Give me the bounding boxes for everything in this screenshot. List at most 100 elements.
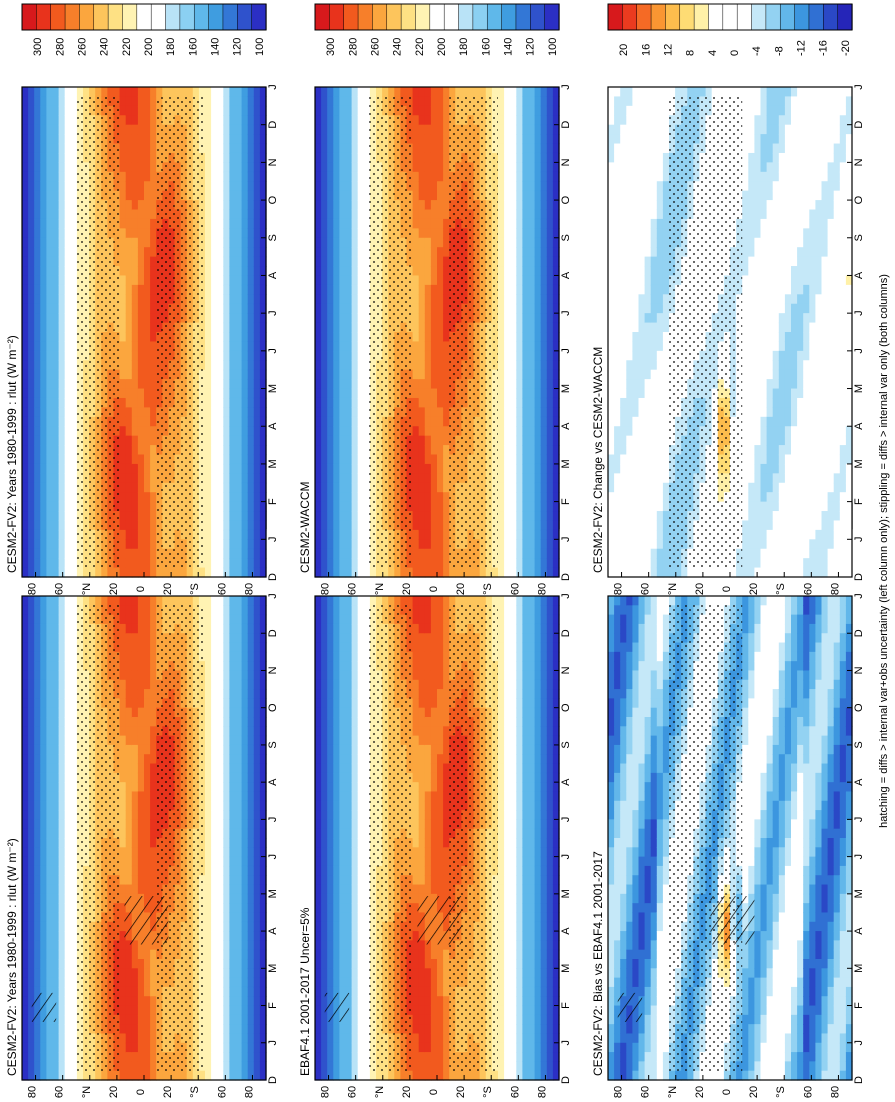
- field-cell: [253, 828, 261, 839]
- field-cell: [339, 800, 347, 811]
- field-cell: [351, 986, 359, 997]
- field-cell: [223, 986, 230, 997]
- field-cell: [259, 473, 267, 484]
- field-cell: [253, 1070, 261, 1081]
- field-cell: [144, 558, 151, 569]
- field-cell: [64, 772, 72, 783]
- field-cell: [125, 96, 133, 107]
- field-cell: [321, 633, 328, 644]
- field-cell: [125, 791, 133, 802]
- field-cell: [64, 679, 72, 690]
- field-cell: [357, 1033, 365, 1044]
- field-cell: [137, 763, 145, 774]
- field-cell: [205, 209, 212, 220]
- field-cell: [34, 115, 41, 126]
- field-cell: [211, 1014, 218, 1025]
- field-cell: [22, 651, 29, 662]
- field-cell: [259, 596, 267, 606]
- field-cell: [217, 388, 224, 399]
- field-cell: [70, 152, 78, 163]
- field-cell: [144, 237, 151, 248]
- field-cell: [40, 838, 47, 848]
- field-cell: [22, 520, 29, 531]
- field-cell: [125, 1052, 133, 1062]
- field-cell: [46, 341, 54, 352]
- field-cell: [52, 256, 60, 267]
- field-cell: [321, 819, 328, 830]
- field-cell: [46, 332, 54, 343]
- field-cell: [217, 134, 224, 145]
- field-cell: [119, 614, 127, 625]
- field-cell: [247, 1052, 255, 1062]
- field-cell: [259, 511, 267, 522]
- field-cell: [131, 986, 139, 997]
- field-cell: [144, 228, 151, 239]
- month-tick-label: J: [267, 537, 279, 543]
- field-cell: [52, 303, 60, 314]
- field-cell: [52, 642, 60, 653]
- field-cell: [241, 819, 249, 830]
- field-cell: [229, 407, 237, 418]
- field-cell: [131, 707, 139, 718]
- field-cell: [315, 903, 322, 914]
- field-cell: [229, 558, 237, 569]
- field-cell: [253, 865, 261, 876]
- field-cell: [150, 445, 157, 456]
- field-cell: [131, 1024, 139, 1035]
- field-cell: [137, 200, 145, 211]
- field-cell: [223, 454, 230, 465]
- field-cell: [58, 266, 66, 277]
- field-cell: [205, 810, 212, 820]
- field-cell: [363, 661, 371, 672]
- field-cell: [259, 445, 267, 456]
- field-cell: [40, 313, 47, 324]
- field-cell: [186, 1070, 194, 1081]
- month-tick-label: M: [267, 384, 279, 393]
- field-cell: [137, 275, 145, 286]
- field-cell: [131, 996, 139, 1007]
- field-cell: [211, 228, 218, 239]
- field-cell: [34, 558, 41, 569]
- field-cell: [101, 596, 108, 606]
- field-cell: [315, 605, 322, 616]
- field-cell: [137, 124, 145, 135]
- field-cell: [351, 903, 359, 914]
- field-cell: [28, 903, 35, 914]
- field-cell: [339, 1052, 347, 1062]
- field-cell: [253, 1052, 261, 1062]
- field-cell: [229, 865, 237, 876]
- field-cell: [333, 800, 340, 811]
- field-cell: [229, 1033, 237, 1044]
- field-cell: [229, 1070, 237, 1081]
- field-cell: [235, 726, 243, 737]
- field-cell: [205, 949, 212, 960]
- field-cell: [52, 454, 60, 465]
- field-cell: [58, 209, 66, 220]
- field-cell: [345, 782, 353, 793]
- field-cell: [144, 567, 151, 578]
- field-cell: [205, 782, 212, 793]
- field-cell: [235, 689, 243, 699]
- field-cell: [259, 735, 267, 746]
- field-cell: [58, 162, 66, 173]
- field-cell: [34, 754, 41, 765]
- field-cell: [70, 115, 78, 126]
- field-cell: [241, 237, 249, 248]
- field-cell: [205, 388, 212, 399]
- field-cell: [34, 463, 41, 474]
- field-cell: [70, 388, 78, 399]
- field-cell: [137, 416, 145, 427]
- field-cell: [351, 633, 359, 644]
- field-cell: [229, 190, 237, 201]
- field-cell: [217, 865, 224, 876]
- field-cell: [150, 454, 157, 465]
- field-cell: [40, 407, 47, 418]
- field-cell: [211, 445, 218, 456]
- field-cell: [241, 782, 249, 793]
- month-tick-label: F: [267, 498, 279, 505]
- field-cell: [217, 369, 224, 380]
- field-cell: [58, 670, 66, 681]
- field-cell: [28, 707, 35, 718]
- field-cell: [333, 1052, 340, 1062]
- field-cell: [333, 875, 340, 886]
